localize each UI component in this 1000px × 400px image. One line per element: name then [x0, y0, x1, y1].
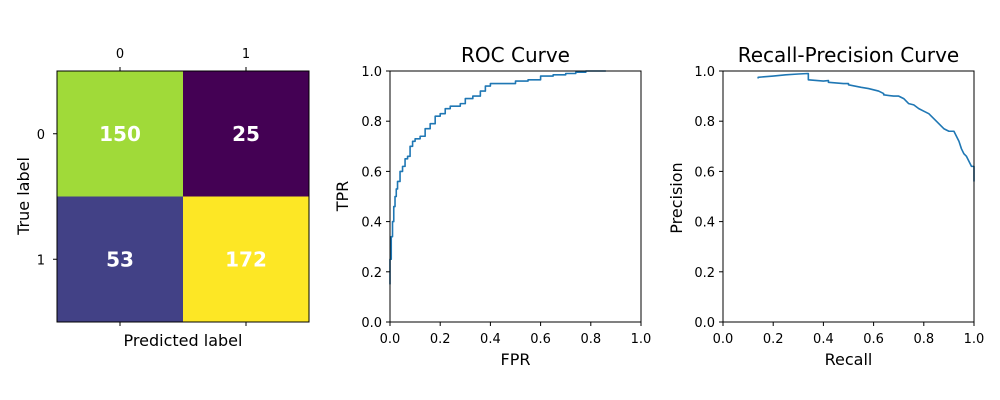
roc-series-line-0	[389, 70, 606, 285]
roc-curve-panel: ROC Curve 0.0 0.2 0.4 0.6 0.8 1.0 0.00.20.40.…	[333, 43, 651, 369]
roc-xtick-label-0: 0.0	[380, 332, 401, 347]
roc-xtick-label-1: 0.2	[430, 332, 451, 347]
recall-precision-panel: Recall-Precision Curve 0.0 0.2 0.4 0.6 0.8 1.…	[667, 43, 984, 369]
cm-cell-0-1	[183, 71, 310, 197]
roc-ytick-label-3: 0.6	[361, 165, 382, 180]
cm-value-1-1: 172	[225, 247, 267, 271]
pr-ylabel: Precision	[667, 162, 686, 233]
roc-ytick-label-2: 0.4	[361, 216, 382, 231]
roc-plot-area	[389, 70, 606, 285]
roc-xtick-label-5: 1.0	[631, 332, 652, 347]
pr-xtick-label-4: 0.8	[913, 332, 934, 347]
cm-value-0-0: 150	[99, 122, 141, 146]
pr-xtick-label-3: 0.6	[863, 332, 884, 347]
pr-ytick-label-4: 0.8	[694, 115, 715, 130]
pr-series-line-0	[757, 72, 975, 182]
roc-ytick-label-0: 0.0	[361, 316, 382, 331]
pr-ytick-label-1: 0.2	[694, 266, 715, 281]
confusion-matrix-y-ticks: 01	[37, 128, 57, 268]
confusion-matrix-cells: 150 25 53 172	[57, 71, 310, 323]
pr-title: Recall-Precision Curve	[738, 43, 959, 67]
pr-xtick-label-2: 0.4	[813, 332, 834, 347]
roc-ytick-label-1: 0.2	[361, 266, 382, 281]
pr-xtick-label-5: 1.0	[964, 332, 985, 347]
roc-xtick-label-3: 0.6	[530, 332, 551, 347]
cm-value-0-1: 25	[232, 122, 260, 146]
roc-x-ticks: 0.0 0.2 0.4 0.6 0.8 1.0	[380, 322, 652, 347]
cm-ytick-label-1: 1	[37, 253, 45, 268]
roc-y-ticks: 0.0 0.2 0.4 0.6 0.8 1.0	[361, 65, 390, 331]
confusion-matrix-ylabel: True label	[14, 157, 33, 236]
roc-ylabel: TPR	[333, 181, 352, 213]
roc-xtick-label-4: 0.8	[580, 332, 601, 347]
roc-title: ROC Curve	[461, 43, 570, 67]
cm-value-1-0: 53	[106, 247, 134, 271]
confusion-matrix-xlabel: Predicted label	[124, 331, 243, 350]
pr-plot-area	[757, 72, 975, 182]
cm-ytick-label-0: 0	[37, 128, 45, 143]
roc-ytick-label-5: 1.0	[361, 65, 382, 80]
roc-ytick-label-4: 0.8	[361, 115, 382, 130]
pr-x-ticks: 0.0 0.2 0.4 0.6 0.8 1.0	[713, 322, 985, 347]
confusion-matrix-frame	[56, 70, 310, 323]
pr-xtick-label-1: 0.2	[763, 332, 784, 347]
roc-xlabel: FPR	[501, 350, 531, 369]
pr-axes-frame	[722, 70, 975, 323]
pr-xtick-label-0: 0.0	[713, 332, 734, 347]
cm-cell-1-0	[57, 196, 184, 323]
pr-ytick-label-2: 0.4	[694, 216, 715, 231]
pr-ytick-label-5: 1.0	[694, 65, 715, 80]
pr-y-ticks: 0.0 0.2 0.4 0.6 0.8 1.0	[694, 65, 723, 331]
cm-cell-1-1	[183, 196, 310, 323]
cm-cell-0-0	[57, 71, 184, 197]
roc-axes-frame	[389, 70, 642, 323]
cm-xtick-label-1: 1	[242, 47, 250, 62]
cm-xtick-label-0: 0	[116, 47, 124, 62]
roc-xtick-label-2: 0.4	[480, 332, 501, 347]
pr-xlabel: Recall	[825, 350, 873, 369]
pr-ytick-label-0: 0.0	[694, 316, 715, 331]
pr-ytick-label-3: 0.6	[694, 165, 715, 180]
